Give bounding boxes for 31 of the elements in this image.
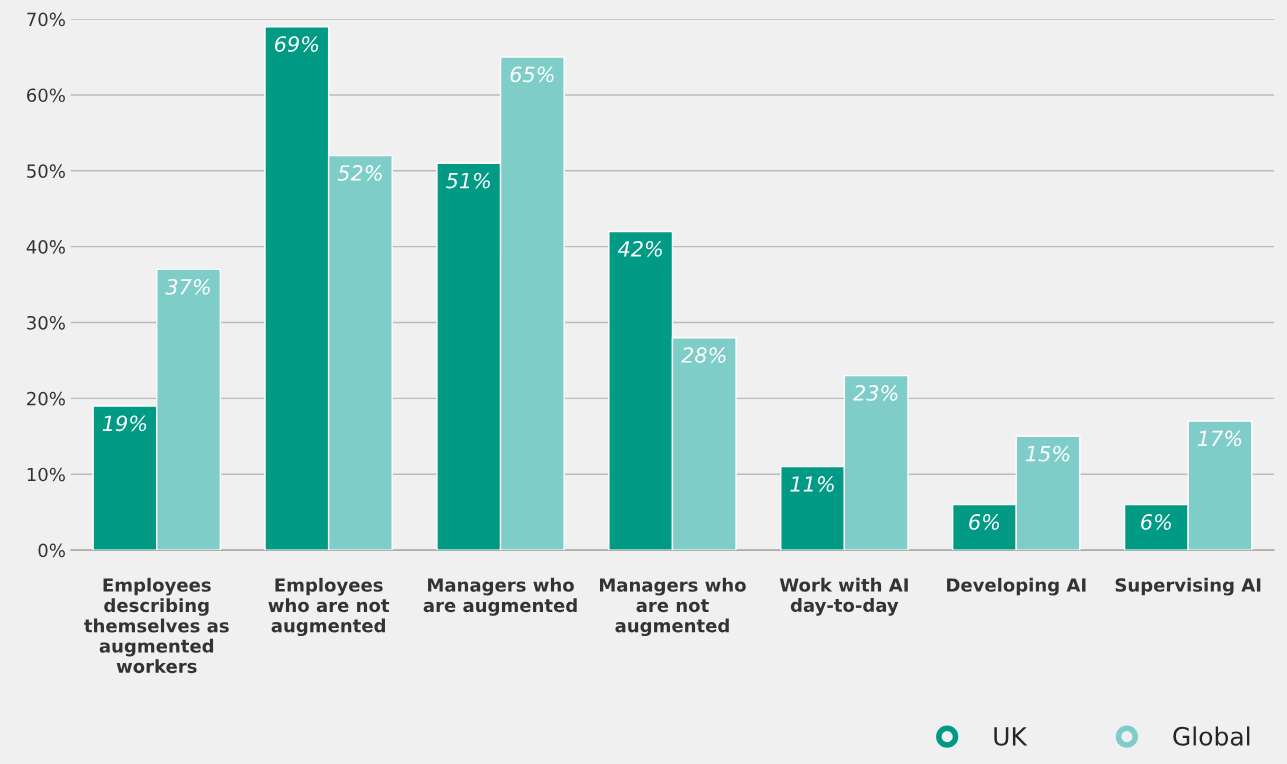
x-tick-label: Developing AI — [947, 577, 1086, 596]
text: 42% — [617, 240, 662, 257]
text: 17% — [1197, 430, 1242, 447]
text: 6% — [1141, 514, 1171, 530]
y-tick-label: 30% — [27, 315, 65, 330]
text: 65% — [510, 66, 554, 83]
y-tick-label: 0% — [38, 543, 65, 558]
x-tick-label: Managers who are augmented — [423, 577, 577, 616]
text: 52% — [337, 165, 382, 181]
text: 69% — [275, 36, 319, 52]
x-tick-label: Managers who are not augmented — [600, 577, 746, 637]
text: 37% — [165, 278, 210, 295]
y-tick-label: 60% — [27, 88, 65, 103]
text: 15% — [1025, 445, 1070, 462]
text: 19% — [102, 415, 147, 432]
text: 51% — [446, 172, 490, 189]
y-tick-label: 40% — [26, 240, 65, 254]
legend-label: Global — [1173, 726, 1250, 746]
y-tick-label: 20% — [27, 391, 65, 406]
y-tick-label: 10% — [27, 467, 65, 482]
x-tick-label: Supervising AI — [1115, 577, 1261, 596]
legend-label: UK — [994, 727, 1028, 746]
text: 6% — [969, 514, 1000, 530]
x-tick-label: Employees who are not augmented — [268, 577, 390, 637]
x-tick-label: Work with AI day-to-day — [779, 577, 908, 616]
text: 28% — [681, 347, 726, 363]
x-tick-label: Employees describing themselves as augmented workers — [84, 577, 229, 674]
y-tick-label: 50% — [27, 164, 65, 178]
text: 23% — [853, 385, 898, 401]
y-tick-label: 70% — [27, 12, 65, 27]
text: 11% — [790, 476, 834, 492]
